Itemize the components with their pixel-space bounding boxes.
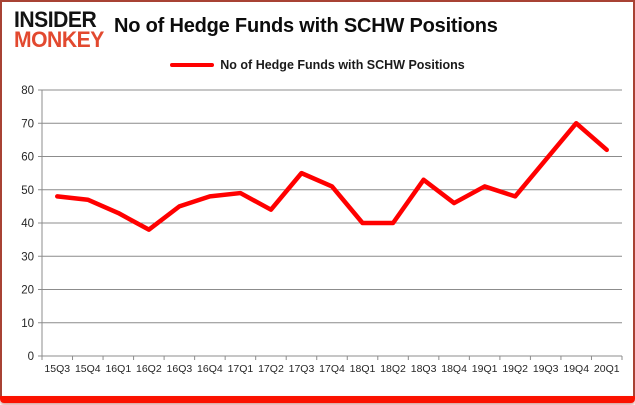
y-tick-label: 70 (21, 118, 34, 130)
x-tick-label: 19Q3 (533, 363, 559, 375)
bottom-accent-bar (0, 396, 635, 403)
legend-line-swatch (170, 63, 215, 67)
legend: No of Hedge Funds with SCHW Positions (2, 58, 633, 72)
data-series-line (55, 121, 609, 232)
y-tick-label: 20 (21, 285, 34, 297)
y-tick-label: 80 (21, 85, 34, 97)
x-tick-label: 18Q3 (411, 363, 437, 375)
logo-line2: MONKEY (14, 27, 104, 53)
x-tick-label: 16Q2 (136, 363, 162, 375)
x-tick-label: 18Q1 (350, 363, 376, 375)
logo-line1: INSIDER (14, 7, 97, 32)
line-chart: 0 10 20 30 40 50 60 70 80 15Q3 15Q4 16Q1 16Q2 16Q3 16Q… (21, 85, 623, 375)
chart-title: No of Hedge Funds with SCHW Positions (114, 15, 498, 37)
x-tick-label: 16Q4 (197, 363, 223, 375)
y-tick-label: 60 (21, 152, 34, 164)
x-tick-label: 19Q2 (502, 363, 528, 375)
x-tick-label: 17Q2 (258, 363, 284, 375)
x-tick-label: 18Q2 (380, 363, 406, 375)
x-tick-label: 15Q3 (44, 363, 70, 375)
y-tick-label: 30 (21, 251, 34, 263)
legend-label: No of Hedge Funds with SCHW Positions (220, 58, 465, 72)
x-tick-label: 19Q1 (472, 363, 498, 375)
y-tick-label: 0 (28, 351, 34, 363)
x-tick-label: 17Q1 (228, 363, 254, 375)
x-tick-label: 16Q1 (105, 363, 131, 375)
x-tick-label: 17Q4 (319, 363, 345, 375)
x-tick-label: 16Q3 (167, 363, 193, 375)
x-tick-label: 15Q4 (75, 363, 101, 375)
x-tick-label: 18Q4 (441, 363, 467, 375)
y-tick-label: 50 (21, 185, 34, 197)
x-tick-label: 17Q3 (289, 363, 315, 375)
x-tick-label: 20Q1 (594, 363, 620, 375)
insider-monkey-logo: INSIDER MONKEY (14, 7, 104, 53)
y-tick-label: 10 (21, 318, 34, 330)
x-tick-label: 19Q4 (563, 363, 589, 375)
y-tick-label: 40 (21, 218, 34, 230)
